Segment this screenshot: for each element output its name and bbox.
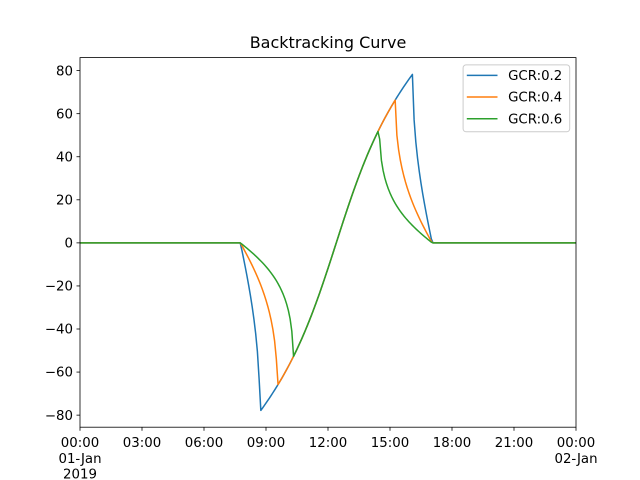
y-tick-label: −60 [45, 366, 73, 381]
x-tick-label: 2019 [63, 468, 97, 480]
legend-label-1: GCR:0.2 [508, 69, 562, 84]
x-tick-label: 21:00 [495, 436, 533, 451]
x-tick-label: 01-Jan [58, 452, 101, 467]
y-tick-label: 0 [65, 237, 73, 252]
chart-title: Backtracking Curve [250, 33, 407, 52]
x-tick-label: 02-Jan [554, 452, 597, 467]
x-tick-label: 00:00 [557, 436, 595, 451]
x-tick-label: 12:00 [309, 436, 347, 451]
legend: GCR:0.2 GCR:0.4 GCR:0.6 [462, 64, 571, 133]
x-tick-label: 15:00 [371, 436, 409, 451]
x-tick-label: 00:00 [61, 436, 99, 451]
y-tick-label: −80 [45, 409, 73, 424]
y-tick-label: 20 [56, 193, 73, 208]
x-tick-label: 18:00 [433, 436, 471, 451]
x-tick-label: 09:00 [247, 436, 285, 451]
series-line-gcr-0-6 [80, 130, 576, 358]
y-tick-label: −40 [45, 323, 73, 338]
y-axis-ticks: 80 60 40 20 0 −20 −40 −60 −80 [45, 64, 80, 424]
legend-label-2: GCR:0.4 [508, 91, 562, 106]
legend-frame [462, 64, 571, 133]
legend-label-3: GCR:0.6 [508, 112, 562, 127]
y-tick-label: 80 [56, 64, 73, 79]
y-tick-label: −20 [45, 280, 73, 295]
y-tick-label: 40 [56, 150, 73, 165]
y-tick-label: 60 [56, 107, 73, 122]
series-lines [80, 73, 576, 412]
x-tick-label: 06:00 [185, 436, 223, 451]
x-tick-label: 03:00 [123, 436, 161, 451]
